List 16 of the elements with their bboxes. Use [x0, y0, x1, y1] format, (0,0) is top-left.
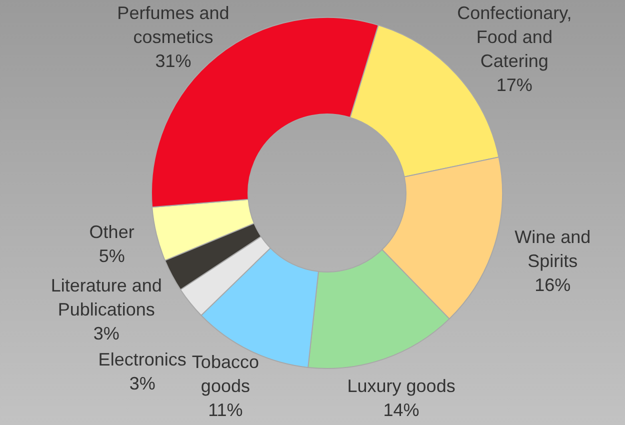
slice-label: Other: [89, 222, 134, 242]
data-label: 5%: [98, 246, 125, 266]
slice-label: Perfumes and cosmetics: [117, 2, 230, 47]
slice-label: Confectionary, Food and Catering: [457, 2, 572, 71]
slice-label: Tobacco goods: [192, 352, 259, 396]
data-label: 14%: [383, 400, 420, 420]
data-label: 3%: [93, 323, 120, 344]
slice-label: Electronics: [98, 349, 186, 370]
data-label: 17%: [496, 74, 532, 95]
slice-label: Luxury goods: [347, 376, 456, 396]
slice-label: Wine and Spirits: [514, 226, 591, 271]
slice-label: Literature and Publications: [50, 275, 162, 320]
data-label: 31%: [155, 50, 192, 71]
data-label: 16%: [534, 274, 571, 295]
data-label: 11%: [208, 400, 243, 420]
data-label: 3%: [129, 373, 156, 394]
